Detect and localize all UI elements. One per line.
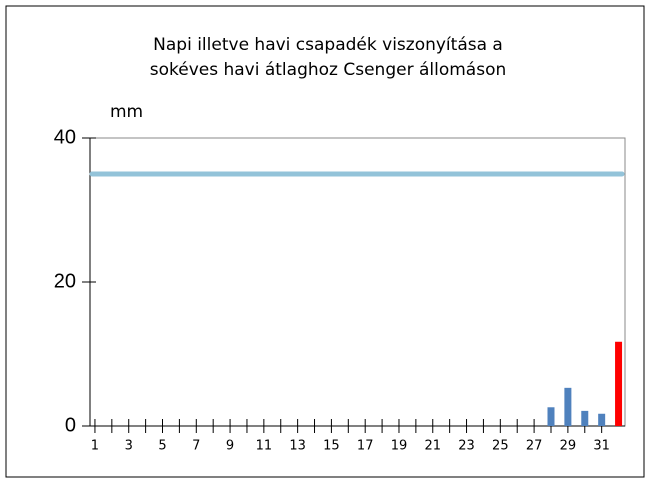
bar <box>581 410 589 426</box>
x-tick-label: 17 <box>357 439 374 454</box>
y-tick-label: 20 <box>54 270 76 292</box>
x-tick-label: 19 <box>391 439 408 454</box>
chart-title: sokéves havi átlaghoz Csenger állomáson <box>150 60 507 80</box>
x-tick-label: 9 <box>226 439 234 454</box>
y-tick-label: 0 <box>65 414 76 436</box>
bar <box>615 341 623 426</box>
y-tick-label: 40 <box>54 126 76 148</box>
y-axis-label: mm <box>110 102 143 122</box>
x-tick-label: 21 <box>424 439 441 454</box>
x-tick-label: 27 <box>526 439 543 454</box>
frame <box>5 5 645 478</box>
bar <box>598 413 606 426</box>
chart-title: Napi illetve havi csapadék viszonyítása … <box>153 35 503 55</box>
x-tick-label: 29 <box>560 439 577 454</box>
x-tick-label: 3 <box>125 439 133 454</box>
bar <box>564 387 572 426</box>
x-tick-label: 25 <box>492 439 509 454</box>
x-tick-label: 23 <box>458 439 475 454</box>
x-tick-label: 1 <box>91 439 99 454</box>
x-tick-label: 5 <box>158 439 166 454</box>
x-tick-label: 31 <box>593 439 610 454</box>
x-tick-label: 15 <box>323 439 340 454</box>
x-tick-label: 13 <box>289 439 306 454</box>
bar <box>547 407 555 426</box>
x-tick-label: 7 <box>192 439 200 454</box>
x-tick-label: 11 <box>256 439 273 454</box>
